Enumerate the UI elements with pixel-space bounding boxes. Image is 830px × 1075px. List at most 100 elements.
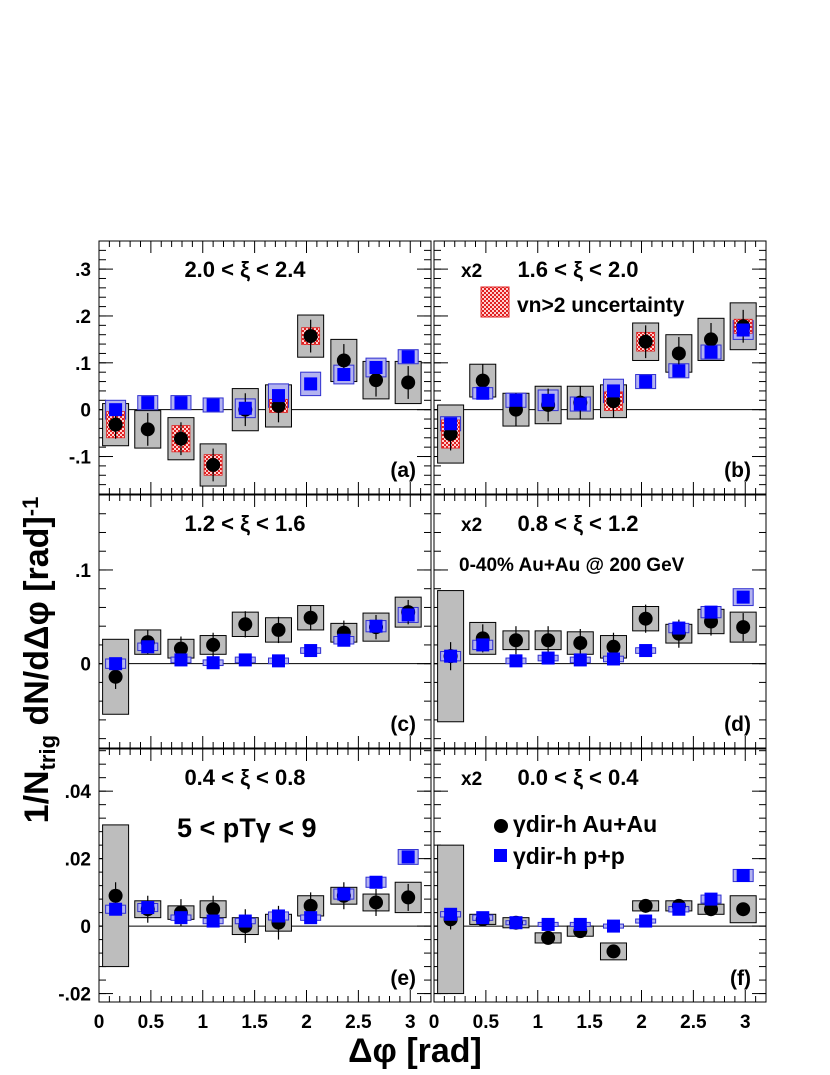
auau-point [173, 641, 188, 656]
x-tick-label: 2 [301, 1012, 312, 1033]
auau-point [140, 422, 155, 437]
x-tick-label: 3 [740, 1012, 751, 1033]
auau-point [401, 375, 416, 390]
panel-title: 0.0 < ξ < 0.4 [517, 765, 639, 790]
pp-point [401, 608, 415, 622]
x-tick-label: 1 [532, 1012, 543, 1033]
panel-b: x2 1.6 < ξ < 2.0 (b) [433, 240, 767, 495]
auau-sys-box [729, 895, 757, 924]
pp-point [271, 389, 285, 403]
auau-point [401, 890, 416, 905]
auau-point [108, 888, 123, 903]
pp-point [141, 396, 155, 410]
pp-point [541, 651, 555, 665]
pp-point [206, 656, 220, 670]
y-tick-label: .2 [75, 307, 91, 328]
auau-point [638, 611, 653, 626]
auau-point [206, 637, 221, 652]
pp-point [606, 919, 620, 933]
pp-point [304, 644, 318, 658]
pp-point [109, 902, 123, 916]
auau-point [369, 373, 384, 388]
pp-point [672, 902, 686, 916]
auau-point [271, 398, 286, 413]
panel-title: 2.0 < ξ < 2.4 [184, 257, 306, 282]
pp-point [271, 909, 285, 923]
pt-range-label: 5 < pTγ < 9 [177, 813, 317, 843]
pp-point [704, 345, 718, 359]
pp-point [337, 887, 351, 901]
legend-marker-auau [494, 819, 508, 833]
auau-point [704, 332, 719, 347]
pp-point [304, 911, 318, 925]
auau-point [206, 457, 221, 472]
y-tick-label: .3 [75, 260, 91, 281]
auau-point [606, 944, 621, 959]
auau-point [638, 334, 653, 349]
panel-d: x2 0.8 < ξ < 1.2 (d) [433, 494, 767, 749]
y-tick-label: .02 [65, 850, 91, 871]
x-tick-label: 1.5 [241, 1012, 268, 1033]
pp-point [109, 657, 123, 671]
auau-point [736, 620, 751, 635]
pp-point [141, 901, 155, 915]
y-tick-label: .04 [65, 782, 92, 803]
pp-point [736, 869, 750, 882]
vn-uncertainty-swatch [480, 286, 510, 318]
pp-point [444, 417, 458, 431]
pp-point [337, 368, 351, 382]
panel-e: -.020.02.040 0.5 1 1.5 2 2.5 30.4 < ξ < 0.8(e) [58, 748, 432, 1033]
legend-label-pp: γdir-h p+p [513, 843, 625, 869]
series-legend: γdir-h Au+Au γdir-h p+p [494, 811, 657, 869]
y-tick-label: .1 [75, 354, 91, 375]
panel-title: 1.6 < ξ < 2.0 [517, 257, 638, 282]
x-tick-label: 1 [197, 1012, 208, 1033]
x-tick-label: 3 [405, 1012, 416, 1033]
pp-point [736, 323, 750, 337]
auau-point [671, 346, 686, 361]
y-tick-label: .1 [75, 561, 91, 582]
legend-marker-pp [494, 849, 507, 862]
panel-scale-label: x2 [461, 261, 482, 282]
auau-point [108, 669, 123, 684]
pp-point [509, 916, 523, 930]
panel-label: (c) [390, 713, 416, 736]
panels: -.1 0 .1 .2 .3 2.0 < ξ < 2.4 (a) x2 1.6 < ξ < 2.… [58, 240, 767, 1033]
pp-point [573, 653, 587, 667]
auau-point [736, 902, 751, 917]
x-tick-label: 0.5 [473, 1012, 500, 1033]
auau-point [206, 902, 221, 917]
auau-point [704, 902, 719, 917]
auau-point [606, 639, 621, 654]
x-tick-label: 0 [429, 1012, 440, 1033]
pp-point [606, 652, 620, 666]
panel-label: (e) [390, 967, 416, 990]
x-tick-label: 2.5 [680, 1012, 707, 1033]
pp-point [109, 403, 123, 417]
pp-point [672, 364, 686, 378]
vn-uncertainty-label: vn>2 uncertainty [517, 294, 685, 317]
vn-uncertainty-legend: vn>2 uncertainty [480, 286, 685, 318]
pp-point [509, 654, 523, 668]
auau-point [369, 895, 384, 910]
panel-title: 1.2 < ξ < 1.6 [184, 511, 305, 536]
pp-point [444, 649, 458, 663]
pp-point [704, 892, 718, 906]
pp-point [238, 653, 252, 667]
pp-point [206, 398, 220, 412]
pp-point [271, 654, 285, 668]
legend-label-auau: γdir-h Au+Au [513, 811, 657, 837]
auau-point [573, 636, 588, 651]
panel-label: (f) [730, 967, 751, 990]
pp-point [476, 911, 490, 925]
pp-point [639, 375, 653, 389]
auau-point [238, 617, 253, 632]
pp-point [238, 401, 252, 415]
pp-point [476, 386, 490, 400]
auau-point [303, 610, 318, 625]
auau-point [606, 394, 621, 409]
auau-point [541, 930, 556, 945]
pp-point [369, 619, 383, 633]
y-tick-label: -.1 [69, 448, 92, 469]
